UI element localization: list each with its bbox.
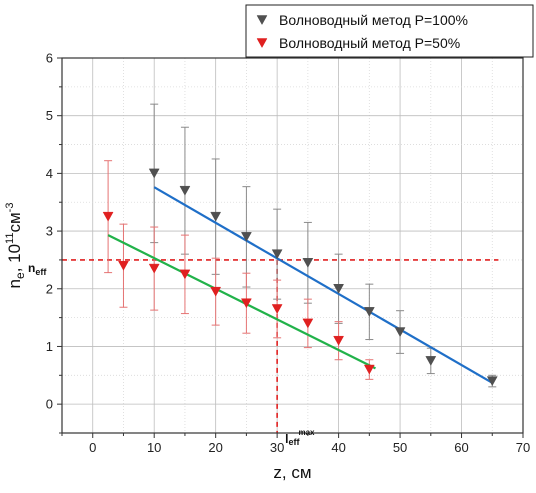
annotations: neff leffmax <box>28 261 315 447</box>
legend-marker <box>256 15 268 26</box>
data-point <box>210 286 222 297</box>
x-axis-title: z, см <box>273 463 311 482</box>
data-point <box>148 168 160 179</box>
fit-lines <box>107 186 493 384</box>
x-tick-label: 40 <box>331 440 345 455</box>
y-tick-label: 2 <box>46 281 53 296</box>
reference-label-l-eff-max: leffmax <box>285 428 315 447</box>
data-point <box>486 376 498 387</box>
y-tick-label: 3 <box>46 224 53 239</box>
y-tick-label: 4 <box>46 166 53 181</box>
data-markers <box>102 168 498 387</box>
x-tick-label: 30 <box>270 440 284 455</box>
data-point <box>425 356 437 366</box>
legend: Волноводный метод P=100% Волноводный мето… <box>245 4 534 58</box>
data-point <box>102 211 114 222</box>
ticks <box>57 57 524 438</box>
y-tick-label: 6 <box>46 51 53 66</box>
data-point <box>363 364 375 375</box>
data-point <box>271 249 283 260</box>
plot-frame <box>61 57 524 434</box>
legend-label: Волноводный метод P=50% <box>279 35 460 51</box>
data-point <box>333 284 345 294</box>
legend-label: Волноводный метод P=100% <box>279 12 468 28</box>
y-tick-label: 5 <box>46 108 53 123</box>
x-tick-label: 50 <box>393 440 407 455</box>
data-point <box>302 318 314 329</box>
x-tick-label: 60 <box>454 440 468 455</box>
fit-line <box>153 186 493 384</box>
data-point <box>179 269 191 280</box>
y-axis-title: ne, 1011см-3 <box>4 203 27 289</box>
data-point <box>363 307 375 317</box>
data-point <box>179 185 191 196</box>
data-point <box>394 327 406 338</box>
x-tick-label: 0 <box>89 440 96 455</box>
tick-labels: 0 10 20 30 40 50 60 70 0 1 2 3 4 5 6 <box>46 51 530 456</box>
x-tick-label: 70 <box>516 440 530 455</box>
data-point <box>210 211 222 222</box>
data-point <box>271 304 283 314</box>
data-point <box>240 232 252 242</box>
fit-line <box>107 234 376 370</box>
y-tick-label: 1 <box>46 339 53 354</box>
legend-box <box>245 4 534 58</box>
reference-label-n-eff: neff <box>28 261 47 277</box>
data-point <box>118 260 129 271</box>
data-point <box>240 298 252 309</box>
y-tick-label: 0 <box>46 397 53 412</box>
data-point <box>148 263 160 274</box>
x-tick-label: 20 <box>208 440 222 455</box>
data-point <box>302 258 314 268</box>
x-tick-label: 10 <box>147 440 161 455</box>
data-point <box>333 335 345 346</box>
legend-marker <box>256 38 268 49</box>
plot-background <box>62 58 523 433</box>
